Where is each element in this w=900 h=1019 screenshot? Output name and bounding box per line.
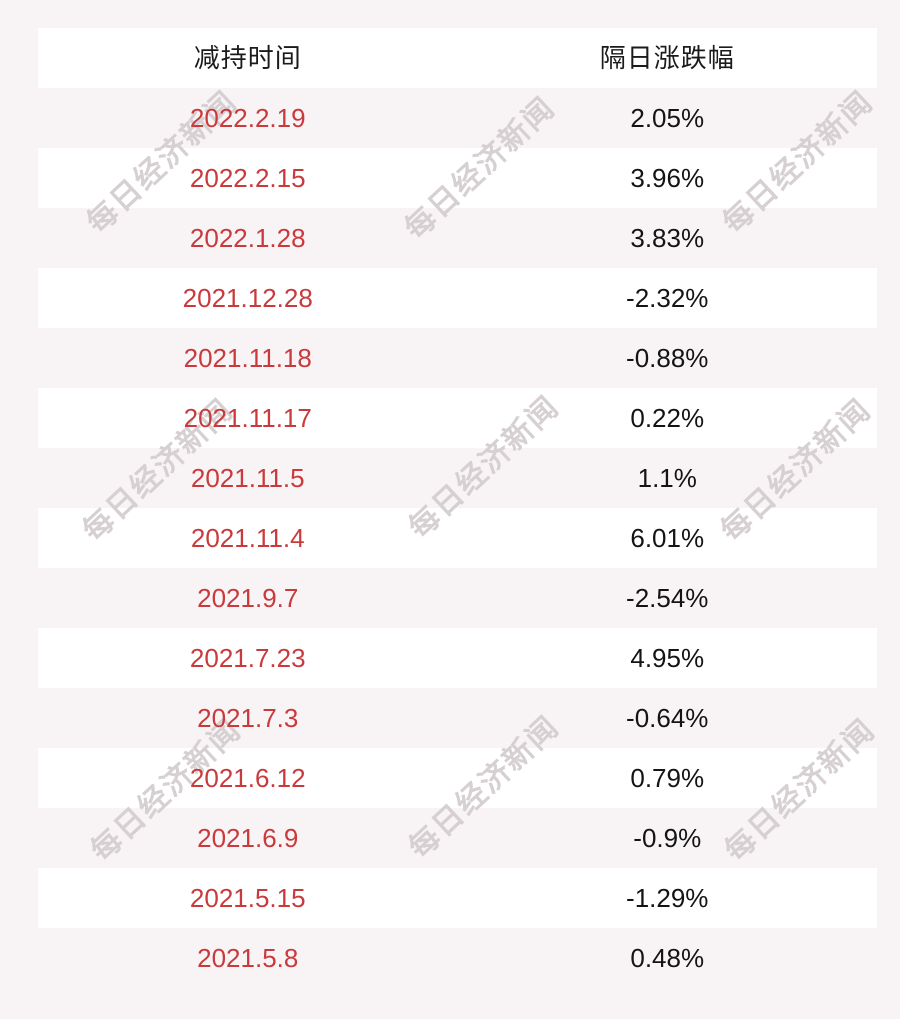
change-cell: 3.83% <box>630 223 705 253</box>
date-cell: 2021.5.15 <box>189 883 306 913</box>
date-cell: 2021.5.8 <box>197 943 299 973</box>
change-cell: -2.54% <box>626 583 709 613</box>
header-cell-nextday-change: 隔日涨跌幅 <box>599 43 735 73</box>
table-row: 2021.5.15 -1.29% <box>38 868 877 928</box>
table-row: 2022.2.15 3.96% <box>38 148 877 208</box>
date-cell: 2021.11.17 <box>183 403 312 433</box>
change-cell: -0.64% <box>626 703 709 733</box>
date-cell: 2021.6.12 <box>189 763 306 793</box>
change-cell: 6.01% <box>630 523 705 553</box>
table-row: 2021.11.5 1.1% <box>38 448 877 508</box>
date-cell: 2021.11.4 <box>190 523 305 553</box>
table-row: 2021.6.12 0.79% <box>38 748 877 808</box>
white-row-stripe <box>38 628 877 688</box>
table-row: 2021.12.28 -2.32% <box>38 268 877 328</box>
white-row-stripe <box>38 748 877 808</box>
white-row-stripe <box>38 268 877 328</box>
date-cell: 2022.2.15 <box>189 163 306 193</box>
change-cell: 3.96% <box>630 163 705 193</box>
white-row-stripe <box>38 28 877 88</box>
table-row: 2021.11.18 -0.88% <box>38 328 877 388</box>
header-cell-reduction-time: 减持时间 <box>193 43 302 73</box>
table-row: 2021.6.9 -0.9% <box>38 808 877 868</box>
change-cell: 0.48% <box>630 943 705 973</box>
date-cell: 2021.7.3 <box>197 703 299 733</box>
table-row: 2022.1.28 3.83% <box>38 208 877 268</box>
date-cell: 2021.6.9 <box>197 823 299 853</box>
date-cell: 2021.11.5 <box>190 463 305 493</box>
date-cell: 2021.9.7 <box>197 583 299 613</box>
change-cell: -0.88% <box>626 343 709 373</box>
change-cell: -0.9% <box>633 823 702 853</box>
date-cell: 2021.12.28 <box>182 283 313 313</box>
white-row-stripe <box>38 148 877 208</box>
date-cell: 2021.7.23 <box>189 643 306 673</box>
date-cell: 2021.11.18 <box>183 343 312 373</box>
table-body: 2022.2.19 2.05% 2022.2.15 3.96% 2022.1.28 3.8… <box>38 88 877 988</box>
change-cell: 0.22% <box>630 403 705 433</box>
table-row: 2022.2.19 2.05% <box>38 88 877 148</box>
date-cell: 2022.1.28 <box>189 223 306 253</box>
white-row-stripe <box>38 388 877 448</box>
table-row: 2021.11.17 0.22% <box>38 388 877 448</box>
change-cell: 0.79% <box>630 763 705 793</box>
table-row: 2021.5.8 0.48% <box>38 928 877 988</box>
date-cell: 2022.2.19 <box>189 103 306 133</box>
change-cell: 2.05% <box>630 103 705 133</box>
white-row-stripe <box>38 508 877 568</box>
table-row: 2021.7.23 4.95% <box>38 628 877 688</box>
table-row: 2021.11.4 6.01% <box>38 508 877 568</box>
table-row: 2021.9.7 -2.54% <box>38 568 877 628</box>
table-header-row: 减持时间 隔日涨跌幅 <box>38 28 877 88</box>
change-cell: 4.95% <box>630 643 705 673</box>
white-row-stripe <box>38 868 877 928</box>
change-cell: 1.1% <box>637 463 697 493</box>
table-row: 2021.7.3 -0.64% <box>38 688 877 748</box>
reduction-table: 减持时间 隔日涨跌幅 2022.2.19 2.05% 2022.2.15 3.96% 2… <box>38 28 877 988</box>
change-cell: -2.32% <box>626 283 709 313</box>
change-cell: -1.29% <box>626 883 709 913</box>
